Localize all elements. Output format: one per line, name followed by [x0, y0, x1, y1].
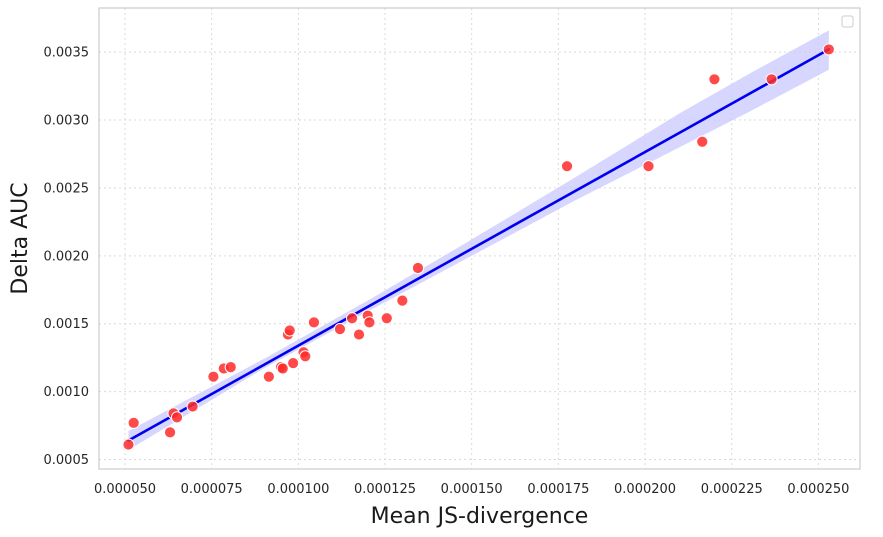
data-point	[287, 356, 300, 370]
data-point	[560, 160, 574, 173]
data-point	[127, 416, 140, 429]
regression-line	[127, 48, 831, 442]
y-tick-label: 0.0020	[44, 249, 90, 264]
x-axis-title: Mean JS-divergence	[371, 504, 589, 529]
data-point	[708, 73, 721, 86]
y-axis-title: Delta AUC	[8, 182, 33, 294]
x-tick-label: 0.000250	[787, 482, 849, 497]
x-tick-label: 0.000050	[94, 482, 156, 497]
confidence-band	[128, 30, 829, 450]
data-point	[262, 370, 275, 383]
data-point	[333, 323, 347, 336]
data-point	[396, 294, 409, 307]
data-point	[380, 312, 393, 325]
data-point	[765, 73, 778, 86]
y-axis-ticks: 0.0005 0.0010 0.0015 0.0020 0.0025 0.0030 0.00…	[44, 46, 90, 468]
x-tick-label: 0.000100	[267, 482, 329, 497]
regression-line-layer	[127, 48, 831, 442]
data-point	[822, 43, 835, 56]
y-tick-label: 0.0015	[44, 317, 90, 332]
y-tick-label: 0.0010	[44, 385, 90, 400]
y-tick-label: 0.0025	[44, 181, 90, 196]
confidence-band-layer	[128, 30, 829, 450]
y-tick-label: 0.0030	[44, 114, 90, 129]
data-point	[696, 135, 709, 148]
data-point	[122, 438, 135, 451]
data-point	[307, 316, 321, 329]
y-tick-label: 0.0005	[44, 453, 90, 468]
data-point	[283, 324, 296, 337]
data-point	[276, 362, 289, 375]
x-tick-label: 0.000200	[614, 482, 676, 497]
data-point	[186, 400, 199, 413]
x-tick-label: 0.000125	[354, 482, 416, 497]
grid	[99, 8, 860, 469]
x-tick-label: 0.000075	[181, 482, 243, 497]
x-tick-label: 0.000175	[527, 482, 589, 497]
data-point	[411, 261, 425, 275]
data-point	[299, 350, 312, 363]
data-point	[345, 312, 359, 325]
plot-frame	[98, 7, 861, 470]
data-point	[224, 361, 237, 374]
legend-box	[841, 15, 854, 28]
y-tick-label: 0.0035	[44, 46, 90, 61]
data-points-layer	[122, 43, 835, 451]
data-point	[352, 328, 366, 341]
data-point	[207, 370, 220, 383]
x-tick-label: 0.000150	[441, 482, 503, 497]
x-axis-ticks: 0.000050 0.000075 0.000100 0.000125 0.000150…	[94, 482, 849, 497]
x-tick-label: 0.000225	[701, 482, 763, 497]
data-point	[363, 316, 376, 329]
data-point	[163, 426, 177, 439]
data-point	[170, 411, 184, 424]
data-point	[642, 160, 655, 173]
